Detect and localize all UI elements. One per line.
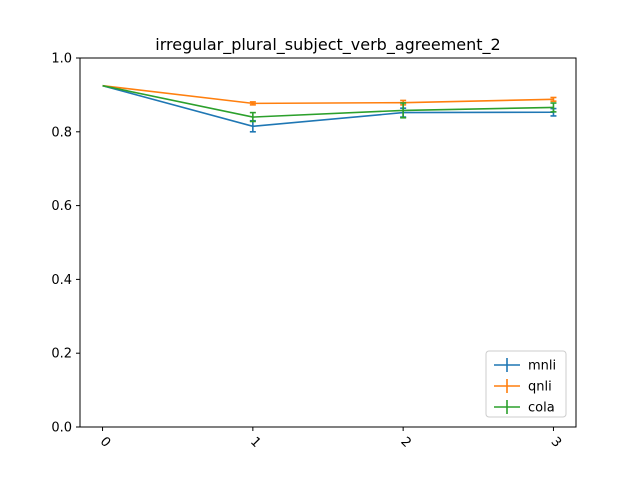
legend-label: mnli — [528, 359, 556, 374]
chart-title: irregular_plural_subject_verb_agreement_… — [155, 35, 500, 55]
plot-area — [102, 84, 557, 133]
y-tick-label: 1.0 — [51, 52, 72, 67]
series-line-mnli — [102, 84, 554, 128]
legend: mnli qnli cola — [485, 350, 567, 418]
x-tick-label: 2 — [397, 434, 413, 450]
x-tick-label: 1 — [247, 434, 263, 450]
y-tick-label: 0.6 — [51, 199, 72, 214]
y-tick-label: 0.0 — [51, 421, 72, 436]
legend-label: cola — [528, 401, 555, 416]
series-line-qnli — [102, 84, 554, 105]
x-tick-label: 0 — [97, 434, 113, 450]
legend-entry-qnli: qnli — [494, 379, 552, 395]
legend-entry-cola: cola — [494, 400, 555, 416]
legend-entry-mnli: mnli — [494, 358, 556, 374]
plot-frame — [79, 57, 577, 428]
y-tick-label: 0.2 — [51, 347, 72, 362]
error-bar-cola-3 — [550, 102, 557, 113]
legend-box — [485, 350, 567, 418]
series-line-cola — [102, 84, 554, 118]
error-bar-qnli-1 — [249, 101, 256, 106]
error-bar-qnli-3 — [550, 96, 557, 102]
error-bar-cola-2 — [400, 102, 407, 119]
x-tick-label: 3 — [548, 434, 564, 450]
legend-label: qnli — [528, 380, 552, 395]
y-tick-label: 0.8 — [51, 125, 72, 140]
error-bar-cola-1 — [249, 111, 256, 123]
y-tick-label: 0.4 — [51, 273, 72, 288]
